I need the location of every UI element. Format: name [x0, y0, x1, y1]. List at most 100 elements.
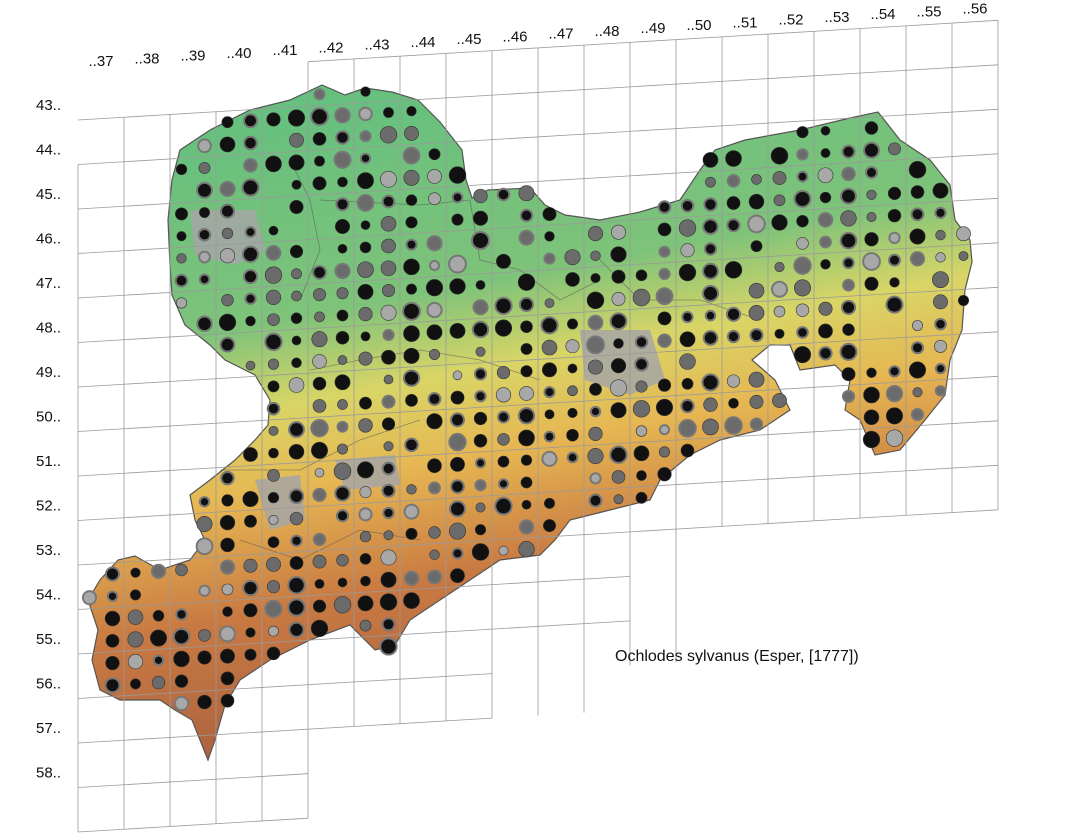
record-dot: [701, 373, 720, 392]
record-dot: [748, 193, 765, 210]
record-dot: [862, 430, 881, 449]
record-dot: [219, 136, 236, 153]
record-dot: [357, 461, 374, 479]
record-dot: [267, 492, 280, 504]
record-dot: [495, 387, 512, 403]
record-dot: [448, 432, 467, 452]
record-dot: [242, 491, 259, 508]
record-dot: [267, 313, 280, 326]
column-label: ..52: [778, 12, 803, 29]
record-dot: [268, 625, 279, 637]
record-dot: [794, 279, 811, 297]
record-dot: [428, 148, 441, 161]
record-dot: [520, 365, 533, 378]
record-dot: [358, 106, 373, 122]
record-dot: [496, 187, 511, 202]
record-dot: [611, 224, 626, 240]
record-dot: [610, 358, 627, 374]
column-label: ..49: [640, 20, 665, 37]
record-dot: [288, 154, 305, 171]
record-dot: [357, 595, 374, 612]
record-dot: [312, 399, 327, 413]
record-dot: [796, 214, 809, 228]
record-dot: [426, 569, 443, 585]
record-dot: [425, 279, 444, 297]
record-dot: [288, 444, 305, 460]
record-dot: [333, 150, 352, 169]
record-dot: [933, 294, 948, 310]
record-dot: [725, 306, 742, 322]
record-dot: [540, 316, 559, 335]
record-dot: [127, 654, 144, 670]
record-dot: [609, 379, 628, 397]
record-dot: [866, 189, 877, 200]
row-label: 48..: [36, 320, 61, 337]
record-dot: [104, 566, 121, 582]
record-dot: [106, 590, 119, 603]
record-dot: [473, 367, 488, 381]
record-dot: [520, 320, 533, 333]
record-dot: [268, 425, 279, 436]
record-dot: [889, 277, 900, 288]
record-dot: [658, 267, 671, 281]
record-dot: [773, 194, 786, 207]
record-dot: [632, 400, 651, 418]
record-dot: [840, 210, 857, 227]
record-dot: [932, 182, 949, 199]
record-dot: [862, 252, 881, 271]
row-label: 43..: [36, 97, 61, 114]
record-dot: [567, 318, 578, 330]
record-dot: [633, 445, 650, 462]
record-dot: [678, 263, 697, 282]
record-dot: [175, 608, 188, 621]
record-dot: [244, 226, 257, 238]
record-dot: [426, 235, 443, 252]
record-dot: [152, 654, 165, 666]
record-dot: [841, 166, 856, 182]
record-dot: [885, 407, 904, 425]
record-dot: [726, 218, 741, 233]
record-dot: [291, 179, 302, 190]
record-dot: [934, 339, 947, 353]
record-dot: [472, 299, 489, 316]
record-dot: [885, 385, 904, 403]
record-dot: [220, 671, 235, 686]
record-dot: [498, 545, 509, 556]
record-dot: [199, 207, 210, 218]
record-dot: [726, 329, 741, 344]
record-dot: [793, 256, 812, 275]
record-dot: [840, 299, 857, 315]
record-dot: [866, 367, 877, 378]
record-dot: [565, 272, 580, 287]
record-dot: [311, 331, 328, 348]
column-label: ..46: [502, 28, 527, 45]
row-label: 49..: [36, 364, 61, 381]
record-dot: [610, 402, 627, 419]
record-dot: [335, 509, 350, 523]
record-dot: [541, 339, 558, 356]
record-dot: [724, 261, 743, 279]
record-dot: [381, 461, 396, 476]
record-dot: [360, 220, 371, 230]
record-dot: [609, 312, 628, 331]
record-dot: [426, 413, 443, 430]
column-label: ..37: [88, 53, 113, 70]
record-dot: [105, 655, 120, 671]
record-dot: [657, 222, 672, 237]
record-dot: [888, 365, 901, 378]
record-dot: [819, 235, 832, 249]
record-dot: [796, 326, 809, 339]
record-dot: [380, 571, 397, 588]
record-dot: [130, 678, 141, 690]
record-dot: [244, 648, 257, 661]
record-dot: [359, 396, 372, 410]
record-dot: [176, 253, 187, 264]
row-label: 51..: [36, 453, 61, 470]
record-dot: [336, 309, 349, 322]
record-dot: [751, 174, 762, 185]
column-label: ..40: [226, 45, 251, 62]
record-dot: [725, 150, 742, 167]
record-dot: [334, 107, 351, 124]
record-dot: [471, 543, 490, 561]
row-label: 56..: [36, 676, 61, 693]
